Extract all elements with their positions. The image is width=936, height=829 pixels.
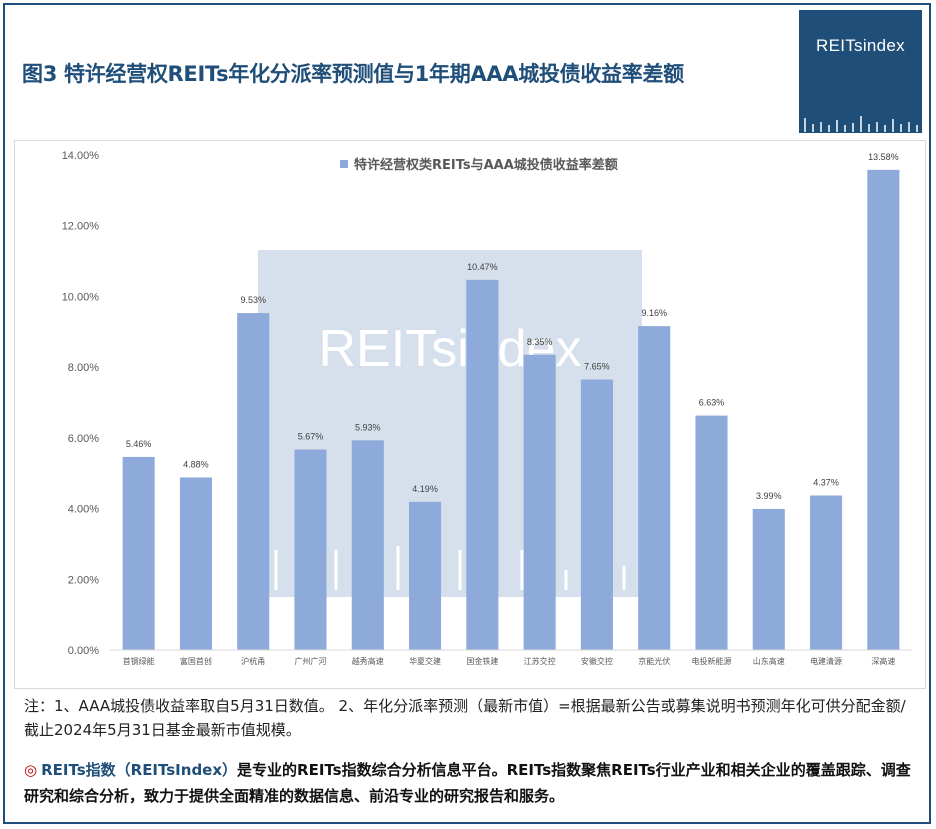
chart-legend: 特许经营权类REITs与AAA城投债收益率差额 [340, 154, 618, 173]
data-label: 4.88% [183, 459, 209, 469]
data-label: 9.53% [240, 295, 266, 305]
x-tick-label: 国金铁建 [466, 656, 498, 666]
x-tick-label: 电投新能源 [692, 656, 732, 666]
legend-label: 特许经营权类REITs与AAA城投债收益率差额 [354, 158, 618, 173]
figure-frame [3, 3, 931, 824]
bar [351, 440, 384, 650]
data-label: 7.65% [584, 362, 610, 372]
y-tick-label: 4.00% [68, 504, 99, 516]
about-text: 是专业的REITs指数综合分析信息平台。REITs指数聚焦REITs行业产业和相… [24, 761, 911, 805]
legend-swatch [340, 160, 348, 168]
data-label: 4.19% [412, 484, 438, 494]
bar [122, 456, 155, 650]
data-label: 5.93% [355, 422, 381, 432]
reitsindex-logo: REITsindex [799, 10, 922, 133]
y-axis: 0.00% 2.00% 4.00% 6.00% 8.00% 10.00% 12.00% 14.… [62, 150, 100, 657]
bar [638, 326, 671, 650]
x-tick-label: 京能光伏 [638, 656, 670, 666]
y-tick-label: 12.00% [62, 221, 100, 233]
x-tick-label: 山东高速 [753, 656, 785, 666]
chart-note: 注：1、AAA城投债收益率取自5月31日数值。 2、年化分派率预测（最新市值）=… [24, 697, 906, 739]
bar [466, 279, 499, 650]
x-tick-label: 电建清源 [810, 656, 842, 666]
data-label: 3.99% [756, 491, 782, 501]
y-tick-label: 6.00% [68, 433, 99, 445]
y-tick-label: 2.00% [68, 574, 99, 586]
bar [580, 379, 613, 650]
figure-title: 图3 特许经营权REITs年化分派率预测值与1年期AAA城投债收益率差额 [22, 62, 684, 86]
x-tick-label: 首钢绿能 [123, 656, 155, 666]
bar [294, 449, 327, 650]
bar [867, 169, 900, 650]
bar [695, 415, 728, 650]
data-label: 13.58% [868, 152, 899, 162]
x-tick-label: 江苏交控 [524, 656, 556, 666]
bars: 5.46% 4.88% 9.53% 5.67% 5.93% 4.19% 10.47% 8.35… [122, 152, 900, 650]
bar [523, 354, 556, 650]
data-label: 8.35% [527, 337, 553, 347]
data-label: 4.37% [813, 477, 839, 487]
data-label: 10.47% [467, 262, 498, 272]
data-label: 5.67% [298, 432, 324, 442]
x-tick-label: 深高速 [871, 656, 895, 666]
x-tick-label: 越秀高速 [352, 656, 384, 666]
x-tick-label: 沪杭甬 [241, 656, 265, 666]
data-label: 9.16% [641, 308, 667, 318]
about-section: ◎ REITs指数（REITsIndex）是专业的REITs指数综合分析信息平台。… [24, 757, 919, 809]
y-tick-label: 8.00% [68, 362, 99, 374]
y-tick-label: 0.00% [68, 645, 99, 657]
bar [752, 508, 785, 650]
x-tick-label: 广州广河 [295, 656, 327, 666]
bar [237, 313, 270, 650]
x-axis-labels: 首钢绿能 富国首创 沪杭甬 广州广河 越秀高速 华夏交建 国金铁建 江苏交控 安徽交控 京能光伏 电… [123, 656, 896, 666]
bar [409, 501, 442, 650]
x-tick-label: 华夏交建 [409, 656, 441, 666]
x-tick-label: 安徽交控 [581, 656, 613, 666]
ruler-icon [804, 116, 918, 132]
bullet-icon: ◎ [24, 761, 38, 779]
y-tick-label: 14.00% [62, 150, 100, 162]
bar-chart: REITsindex 0.00%2.00%4.00%6.00%8.00%10.0… [62, 150, 912, 666]
bar [810, 495, 843, 650]
data-label: 5.46% [126, 439, 152, 449]
data-label: 6.63% [699, 398, 725, 408]
logo-text: REITsindex [816, 36, 905, 55]
about-brand: REITs指数（REITsIndex） [41, 761, 238, 779]
y-tick-label: 10.00% [62, 291, 100, 303]
bar [179, 477, 212, 650]
x-tick-label: 富国首创 [180, 656, 212, 666]
